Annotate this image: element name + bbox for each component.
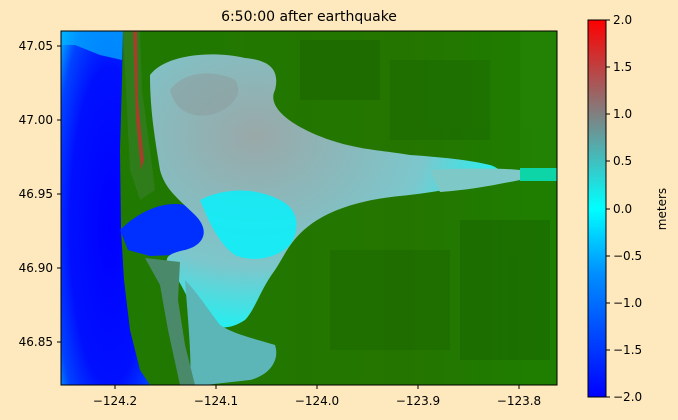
colorbar-tick: −0.5 — [606, 249, 642, 263]
colorbar-tick: −2.0 — [606, 390, 642, 404]
x-tick-label: −124.2 — [93, 394, 137, 408]
colorbar-tick-label: −1.0 — [613, 296, 642, 310]
plot-frame — [60, 30, 558, 386]
ocean-region — [61, 31, 150, 385]
colorbar-tick-label: 2.0 — [613, 13, 632, 27]
bay-water — [150, 54, 502, 328]
colorbar-tick: −1.5 — [606, 343, 642, 357]
colorbar-tick: −1.0 — [606, 296, 642, 310]
colorbar: 2.0 1.5 1.0 0.5 0.0 −0.5 −1.0 −1.5 — [587, 13, 669, 404]
east-channel-end — [520, 168, 557, 181]
x-tick-label: −124.1 — [194, 394, 238, 408]
x-tick: −123.8 — [497, 385, 541, 408]
colorbar-tick-label: −1.5 — [613, 343, 642, 357]
bay-entrance — [120, 204, 207, 256]
y-tick: 46.95 — [19, 187, 61, 201]
colorbar-tick: 0.0 — [606, 202, 632, 216]
colorbar-tick-label: −2.0 — [613, 390, 642, 404]
y-tick-label: 47.05 — [19, 39, 53, 53]
y-tick-label: 46.95 — [19, 187, 53, 201]
ocean-nearshore — [61, 31, 123, 60]
colorbar-tick: 1.0 — [606, 107, 632, 121]
colorbar-tick-label: −0.5 — [613, 249, 642, 263]
x-tick-label: −124.0 — [295, 394, 339, 408]
y-axis: 46.85 46.90 46.95 47.00 47.05 — [19, 39, 61, 349]
north-spit-highlight — [133, 31, 144, 170]
colorbar-tick-label: 1.5 — [613, 60, 632, 74]
colorbar-tick: 2.0 — [606, 13, 632, 27]
colorbar-tick-label: 0.0 — [613, 202, 632, 216]
heatmap-image — [61, 31, 557, 385]
y-tick: 47.00 — [19, 113, 61, 127]
x-tick-label: −123.9 — [396, 394, 440, 408]
bay-water-north — [170, 73, 239, 116]
x-tick: −123.9 — [396, 385, 440, 408]
colorbar-tick: 1.5 — [606, 60, 632, 74]
x-tick-label: −123.8 — [497, 394, 541, 408]
chart-title: 6:50:00 after earthquake — [221, 9, 397, 25]
bay-water-inner — [200, 190, 297, 259]
x-axis: −124.2 −124.1 −124.0 −123.9 −123.8 — [93, 385, 541, 408]
terrain-shading — [300, 31, 557, 360]
south-spit — [145, 258, 195, 385]
colorbar-tick-label: 0.5 — [613, 154, 632, 168]
y-tick: 46.90 — [19, 261, 61, 275]
x-tick: −124.1 — [194, 385, 238, 408]
y-tick-label: 46.85 — [19, 335, 53, 349]
colorbar-tick: 0.5 — [606, 154, 632, 168]
colorbar-tick-label: 1.0 — [613, 107, 632, 121]
y-tick: 47.05 — [19, 39, 61, 53]
colorbar-label: meters — [655, 188, 669, 230]
y-tick: 46.85 — [19, 335, 61, 349]
bay-south-lobe — [185, 280, 277, 385]
colorbar-gradient — [587, 19, 607, 398]
y-tick-label: 47.00 — [19, 113, 53, 127]
y-tick-label: 46.90 — [19, 261, 53, 275]
x-tick: −124.2 — [93, 385, 137, 408]
x-tick: −124.0 — [295, 385, 339, 408]
